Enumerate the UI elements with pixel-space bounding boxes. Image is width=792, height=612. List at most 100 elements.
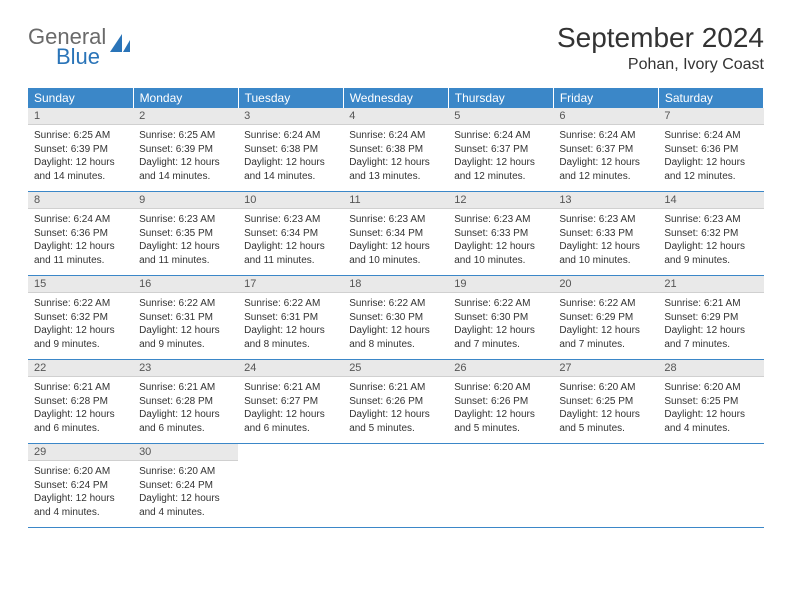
day-body: Sunrise: 6:25 AMSunset: 6:39 PMDaylight:… [28,125,133,191]
day-body: Sunrise: 6:20 AMSunset: 6:24 PMDaylight:… [28,461,133,527]
logo: General Blue [28,22,132,68]
day-number: 24 [238,360,343,377]
calendar-cell: 27Sunrise: 6:20 AMSunset: 6:25 PMDayligh… [553,360,658,444]
calendar-cell: 18Sunrise: 6:22 AMSunset: 6:30 PMDayligh… [343,276,448,360]
weekday-header: Thursday [448,88,553,108]
day-body: Sunrise: 6:21 AMSunset: 6:26 PMDaylight:… [343,377,448,443]
calendar-cell [343,444,448,528]
day-body: Sunrise: 6:20 AMSunset: 6:26 PMDaylight:… [448,377,553,443]
calendar-cell: 10Sunrise: 6:23 AMSunset: 6:34 PMDayligh… [238,192,343,276]
day-body: Sunrise: 6:24 AMSunset: 6:38 PMDaylight:… [343,125,448,191]
calendar-cell [658,444,763,528]
calendar-row: 15Sunrise: 6:22 AMSunset: 6:32 PMDayligh… [28,276,764,360]
day-number: 18 [343,276,448,293]
calendar-cell: 13Sunrise: 6:23 AMSunset: 6:33 PMDayligh… [553,192,658,276]
title-block: September 2024 Pohan, Ivory Coast [557,22,764,74]
day-body: Sunrise: 6:24 AMSunset: 6:37 PMDaylight:… [448,125,553,191]
calendar-cell: 12Sunrise: 6:23 AMSunset: 6:33 PMDayligh… [448,192,553,276]
day-number: 30 [133,444,238,461]
day-number: 27 [553,360,658,377]
calendar-cell [238,444,343,528]
day-body: Sunrise: 6:22 AMSunset: 6:32 PMDaylight:… [28,293,133,359]
day-number: 5 [448,108,553,125]
calendar-cell [553,444,658,528]
day-number: 6 [553,108,658,125]
weekday-header: Friday [553,88,658,108]
day-number: 20 [553,276,658,293]
calendar-cell: 20Sunrise: 6:22 AMSunset: 6:29 PMDayligh… [553,276,658,360]
day-number: 13 [553,192,658,209]
day-body: Sunrise: 6:20 AMSunset: 6:25 PMDaylight:… [658,377,763,443]
calendar-cell: 17Sunrise: 6:22 AMSunset: 6:31 PMDayligh… [238,276,343,360]
calendar-cell: 3Sunrise: 6:24 AMSunset: 6:38 PMDaylight… [238,108,343,192]
day-number: 26 [448,360,553,377]
day-number: 19 [448,276,553,293]
calendar-cell: 9Sunrise: 6:23 AMSunset: 6:35 PMDaylight… [133,192,238,276]
day-number: 14 [658,192,763,209]
day-body: Sunrise: 6:24 AMSunset: 6:37 PMDaylight:… [553,125,658,191]
calendar-cell: 30Sunrise: 6:20 AMSunset: 6:24 PMDayligh… [133,444,238,528]
calendar-head: SundayMondayTuesdayWednesdayThursdayFrid… [28,88,764,108]
calendar-cell: 26Sunrise: 6:20 AMSunset: 6:26 PMDayligh… [448,360,553,444]
day-body: Sunrise: 6:24 AMSunset: 6:36 PMDaylight:… [28,209,133,275]
logo-sail-icon [108,32,132,54]
month-title: September 2024 [557,22,764,54]
weekday-header: Sunday [28,88,133,108]
calendar-cell: 29Sunrise: 6:20 AMSunset: 6:24 PMDayligh… [28,444,133,528]
day-body: Sunrise: 6:21 AMSunset: 6:28 PMDaylight:… [133,377,238,443]
day-body: Sunrise: 6:23 AMSunset: 6:33 PMDaylight:… [448,209,553,275]
calendar-cell [448,444,553,528]
day-body: Sunrise: 6:21 AMSunset: 6:27 PMDaylight:… [238,377,343,443]
day-body: Sunrise: 6:23 AMSunset: 6:33 PMDaylight:… [553,209,658,275]
day-body: Sunrise: 6:22 AMSunset: 6:29 PMDaylight:… [553,293,658,359]
calendar-cell: 25Sunrise: 6:21 AMSunset: 6:26 PMDayligh… [343,360,448,444]
day-body: Sunrise: 6:23 AMSunset: 6:34 PMDaylight:… [343,209,448,275]
day-number: 8 [28,192,133,209]
calendar-cell: 14Sunrise: 6:23 AMSunset: 6:32 PMDayligh… [658,192,763,276]
calendar-cell: 22Sunrise: 6:21 AMSunset: 6:28 PMDayligh… [28,360,133,444]
day-number: 1 [28,108,133,125]
day-body: Sunrise: 6:22 AMSunset: 6:30 PMDaylight:… [448,293,553,359]
day-number: 15 [28,276,133,293]
day-number: 25 [343,360,448,377]
weekday-header: Wednesday [343,88,448,108]
day-body: Sunrise: 6:22 AMSunset: 6:31 PMDaylight:… [133,293,238,359]
calendar-cell: 21Sunrise: 6:21 AMSunset: 6:29 PMDayligh… [658,276,763,360]
calendar-cell: 28Sunrise: 6:20 AMSunset: 6:25 PMDayligh… [658,360,763,444]
header: General Blue September 2024 Pohan, Ivory… [28,22,764,74]
calendar-cell: 7Sunrise: 6:24 AMSunset: 6:36 PMDaylight… [658,108,763,192]
day-body: Sunrise: 6:21 AMSunset: 6:29 PMDaylight:… [658,293,763,359]
day-number: 28 [658,360,763,377]
location: Pohan, Ivory Coast [557,56,764,74]
calendar-cell: 5Sunrise: 6:24 AMSunset: 6:37 PMDaylight… [448,108,553,192]
calendar-cell: 4Sunrise: 6:24 AMSunset: 6:38 PMDaylight… [343,108,448,192]
logo-blue: Blue [28,46,106,68]
calendar-cell: 2Sunrise: 6:25 AMSunset: 6:39 PMDaylight… [133,108,238,192]
day-number: 22 [28,360,133,377]
day-number: 4 [343,108,448,125]
day-number: 9 [133,192,238,209]
day-body: Sunrise: 6:20 AMSunset: 6:24 PMDaylight:… [133,461,238,527]
calendar-cell: 6Sunrise: 6:24 AMSunset: 6:37 PMDaylight… [553,108,658,192]
calendar-cell: 19Sunrise: 6:22 AMSunset: 6:30 PMDayligh… [448,276,553,360]
day-number: 10 [238,192,343,209]
day-body: Sunrise: 6:20 AMSunset: 6:25 PMDaylight:… [553,377,658,443]
calendar-cell: 24Sunrise: 6:21 AMSunset: 6:27 PMDayligh… [238,360,343,444]
calendar-cell: 16Sunrise: 6:22 AMSunset: 6:31 PMDayligh… [133,276,238,360]
day-number: 7 [658,108,763,125]
calendar-cell: 23Sunrise: 6:21 AMSunset: 6:28 PMDayligh… [133,360,238,444]
calendar-row: 1Sunrise: 6:25 AMSunset: 6:39 PMDaylight… [28,108,764,192]
calendar-row: 22Sunrise: 6:21 AMSunset: 6:28 PMDayligh… [28,360,764,444]
day-number: 12 [448,192,553,209]
logo-text: General Blue [28,26,106,68]
day-number: 23 [133,360,238,377]
calendar-cell: 1Sunrise: 6:25 AMSunset: 6:39 PMDaylight… [28,108,133,192]
weekday-header: Saturday [658,88,763,108]
calendar-body: 1Sunrise: 6:25 AMSunset: 6:39 PMDaylight… [28,108,764,528]
day-body: Sunrise: 6:21 AMSunset: 6:28 PMDaylight:… [28,377,133,443]
day-body: Sunrise: 6:23 AMSunset: 6:32 PMDaylight:… [658,209,763,275]
calendar-cell: 11Sunrise: 6:23 AMSunset: 6:34 PMDayligh… [343,192,448,276]
weekday-header: Monday [133,88,238,108]
day-number: 11 [343,192,448,209]
day-number: 29 [28,444,133,461]
